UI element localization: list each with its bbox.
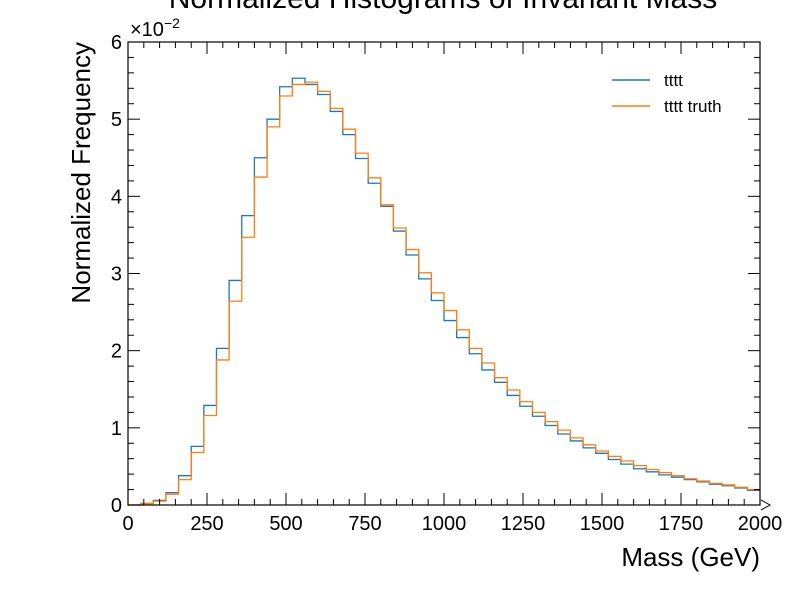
y-scale-exponent: −2 <box>164 15 180 31</box>
legend: tttt tttt truth <box>612 71 722 116</box>
x-tick-label: 1250 <box>501 513 546 535</box>
plot-area <box>128 42 760 505</box>
series-layer <box>128 77 760 506</box>
y-tick-label: 4 <box>111 186 122 208</box>
y-tick-label: 0 <box>111 495 122 517</box>
y-tick-label: 6 <box>111 32 122 54</box>
series-line-1 <box>128 81 760 506</box>
legend-label-0: tttt <box>664 71 683 90</box>
x-tick-label: 1500 <box>580 513 625 535</box>
y-tick-label: 2 <box>111 341 122 363</box>
x-tick-label: 1000 <box>422 513 467 535</box>
x-tick-label: 750 <box>348 513 381 535</box>
x-tick-label: 500 <box>269 513 302 535</box>
x-axis-arrow <box>760 499 772 511</box>
y-scale-prefix: ×10 <box>130 19 164 41</box>
plot-background <box>128 42 760 505</box>
axes-layer: 0 250 500 750 1000 1250 1500 1750 2000 0 1 2 3 4 5 6 <box>111 32 782 535</box>
chart-title: Normalized Histograms of Invariant Mass <box>169 0 718 15</box>
y-axis-title: Normalized Frequency <box>66 42 96 304</box>
y-tick-label: 5 <box>111 109 122 131</box>
x-tick-label: 0 <box>122 513 133 535</box>
x-axis-title: Mass (GeV) <box>621 542 760 572</box>
legend-label-1: tttt truth <box>664 97 722 116</box>
y-tick-label: 3 <box>111 264 122 286</box>
y-scale-multiplier: ×10−2 <box>130 15 180 41</box>
x-tick-label: 250 <box>190 513 223 535</box>
x-tick-label: 2000 <box>738 513 783 535</box>
y-tick-label: 1 <box>111 418 122 440</box>
x-tick-label: 1750 <box>659 513 704 535</box>
